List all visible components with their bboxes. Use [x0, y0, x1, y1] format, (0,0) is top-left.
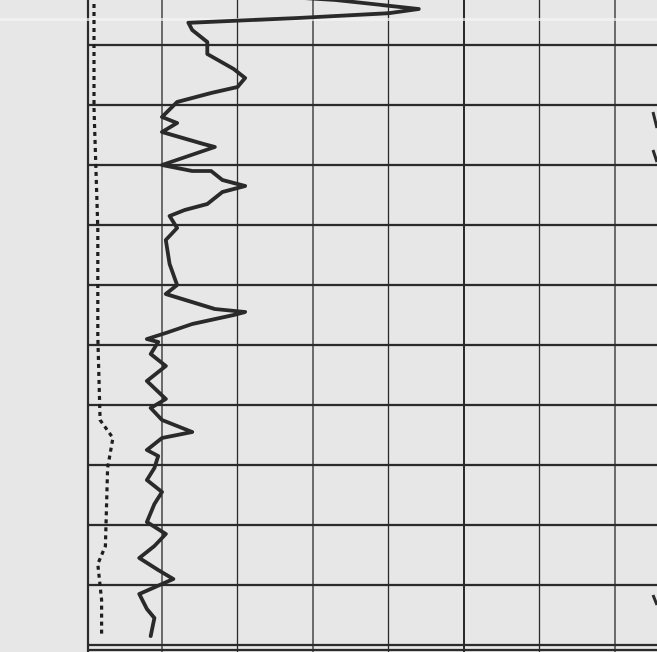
right-edge-tick	[651, 111, 657, 129]
right-edge-tick	[651, 594, 657, 606]
series-layer	[92, 0, 421, 638]
right-edge-tick	[651, 149, 657, 163]
series-solid-curve	[137, 0, 421, 638]
edge-marks	[651, 111, 657, 606]
series-dotted-line	[92, 0, 115, 636]
scan-streak	[0, 18, 657, 21]
